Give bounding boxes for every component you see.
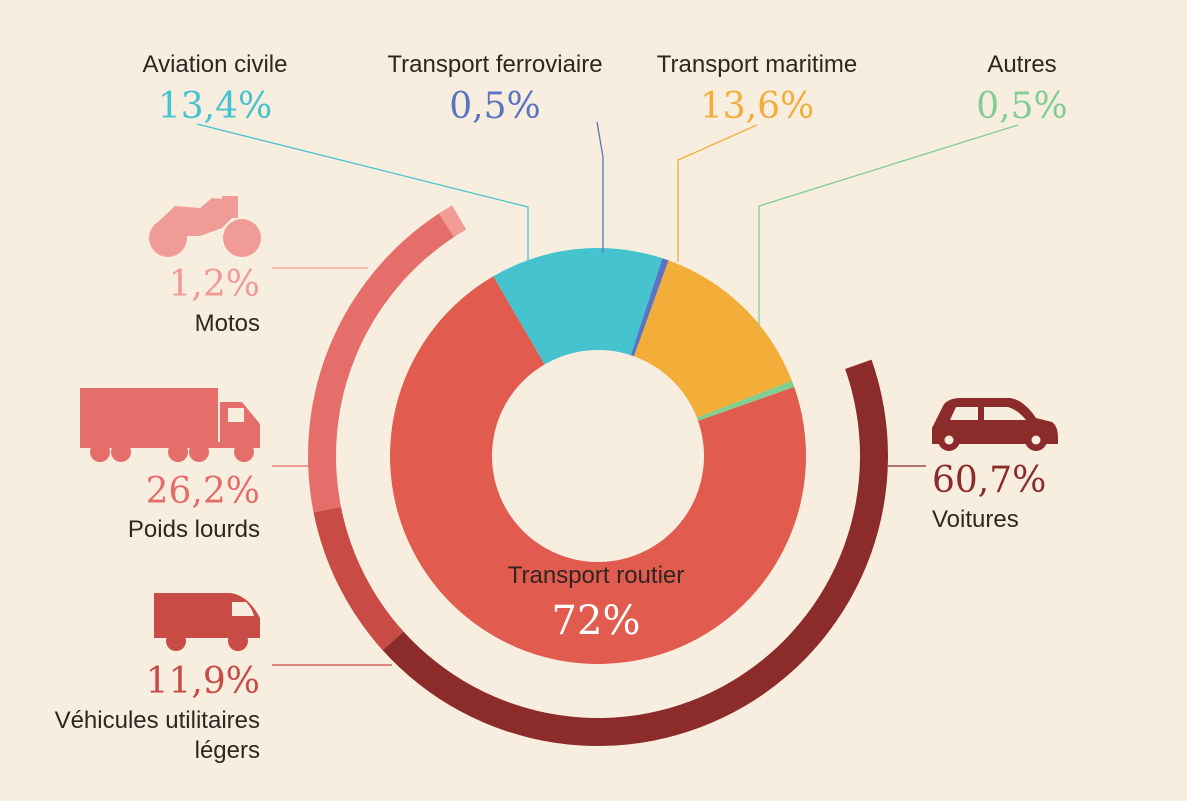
car-icon bbox=[932, 398, 1058, 451]
leader-line-maritime bbox=[677, 124, 758, 262]
slice-transport-routier bbox=[390, 276, 806, 665]
pct-voitures: 60,7% bbox=[932, 460, 1046, 501]
label-poids-lourds: Poids lourds bbox=[128, 516, 260, 543]
arc-vehicules-utilitaires-legers bbox=[313, 506, 404, 651]
label-aviation-civile: Aviation civile bbox=[143, 51, 288, 78]
van-icon bbox=[154, 593, 260, 651]
pct-transport-ferroviaire: 0,5% bbox=[449, 86, 540, 127]
pct-autres: 0,5% bbox=[976, 86, 1067, 127]
outer-ring bbox=[308, 205, 888, 746]
arc-motos bbox=[438, 205, 467, 238]
pct-transport-maritime: 13,6% bbox=[700, 86, 814, 127]
label-vehicules-utilitaires-line1: Véhicules utilitaires bbox=[55, 707, 260, 734]
pct-poids-lourds: 26,2% bbox=[146, 471, 260, 512]
inner-donut bbox=[390, 248, 806, 665]
label-motos: Motos bbox=[195, 310, 260, 337]
slice-transport-ferroviaire bbox=[630, 258, 669, 359]
pct-motos: 1,2% bbox=[169, 264, 260, 305]
motorcycle-icon bbox=[149, 196, 261, 257]
label-transport-maritime: Transport maritime bbox=[657, 51, 857, 78]
label-vehicules-utilitaires-line2: légers bbox=[195, 737, 260, 764]
label-voitures: Voitures bbox=[932, 506, 1019, 533]
label-transport-ferroviaire: Transport ferroviaire bbox=[387, 51, 602, 78]
slice-transport-maritime bbox=[633, 260, 792, 419]
label-autres: Autres bbox=[987, 51, 1056, 78]
pct-vehicules-utilitaires: 11,9% bbox=[146, 661, 260, 702]
leader-line-ferroviaire bbox=[596, 121, 604, 252]
pct-aviation-civile: 13,4% bbox=[158, 86, 272, 127]
truck-icon bbox=[80, 388, 260, 462]
slice-autres bbox=[694, 380, 795, 422]
arc-poids-lourds bbox=[308, 213, 455, 513]
label-transport-routier: Transport routier bbox=[508, 562, 685, 589]
slice-aviation-civile bbox=[493, 248, 663, 367]
pct-transport-routier: 72% bbox=[552, 598, 641, 644]
leader-line-aviation bbox=[196, 123, 529, 262]
donut-hole bbox=[492, 350, 704, 562]
leader-lines bbox=[196, 121, 1019, 666]
leader-line-autres bbox=[758, 124, 1019, 326]
